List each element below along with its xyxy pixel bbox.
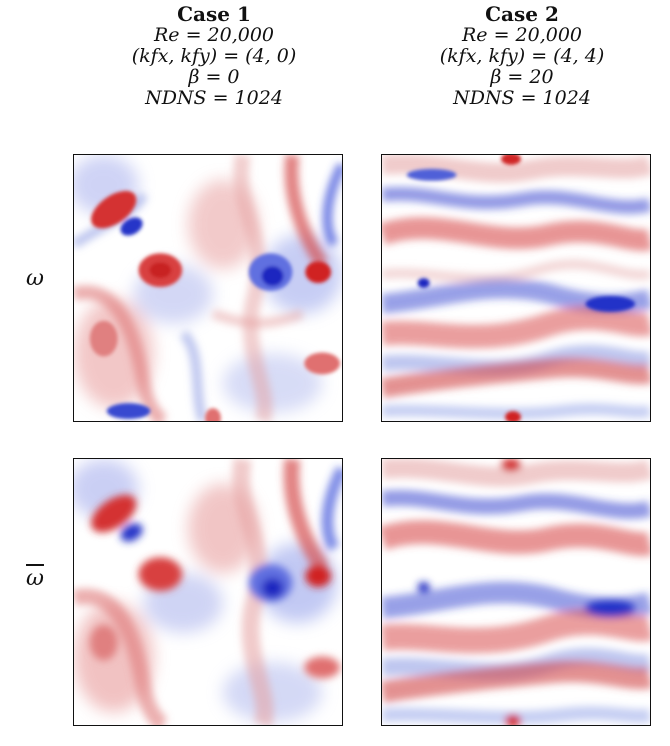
row-label-vorticity: ω xyxy=(26,266,44,291)
case-1-title: Case 1 xyxy=(177,2,251,26)
row-label-filtered-vorticity: ω xyxy=(26,566,44,591)
case-1-filtered-vorticity-panel xyxy=(73,458,343,726)
case-2-resolution: NDNS = 1024 xyxy=(453,87,591,109)
case-1-beta: β = 0 xyxy=(188,66,240,88)
case-2-filtered-vorticity-panel xyxy=(381,458,651,726)
case-2-title: Case 2 xyxy=(485,2,559,26)
case-1-forcing: (kfx, kfy) = (4, 0) xyxy=(131,45,297,67)
case-2-header: Case 2 Re = 20,000 (kfx, kfy) = (4, 4) β… xyxy=(382,4,662,109)
case-1-resolution: NDNS = 1024 xyxy=(145,87,283,109)
case-2-forcing: (kfx, kfy) = (4, 4) xyxy=(439,45,605,67)
case-2-vorticity-panel xyxy=(381,154,651,422)
case-1-vorticity-panel xyxy=(73,154,343,422)
case-1-header: Case 1 Re = 20,000 (kfx, kfy) = (4, 0) β… xyxy=(74,4,354,109)
case-1-reynolds: Re = 20,000 xyxy=(153,24,275,46)
case-2-beta: β = 20 xyxy=(490,66,554,88)
case-2-reynolds: Re = 20,000 xyxy=(461,24,583,46)
